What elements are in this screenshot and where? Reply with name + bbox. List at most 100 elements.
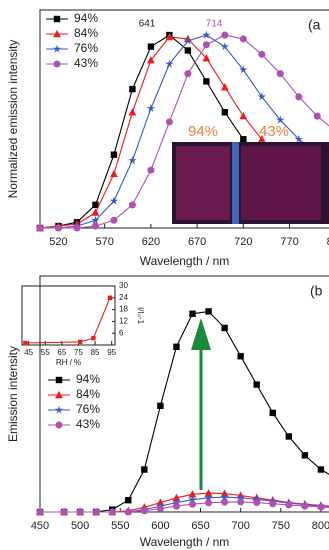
- marker: [236, 493, 245, 502]
- marker: [221, 83, 229, 91]
- x-axis-label: Wavelength / nm: [140, 535, 230, 549]
- marker: [188, 490, 197, 498]
- marker: [146, 103, 156, 112]
- marker: [173, 343, 180, 350]
- marker: [269, 500, 277, 508]
- marker: [239, 65, 248, 74]
- marker: [36, 224, 44, 232]
- marker: [55, 376, 63, 384]
- marker: [54, 405, 64, 414]
- marker: [301, 502, 309, 510]
- marker: [252, 494, 261, 503]
- marker: [165, 118, 173, 126]
- marker: [124, 508, 132, 516]
- y-axis-label: Normalized emission intensity: [6, 40, 20, 199]
- marker: [240, 136, 247, 143]
- marker: [140, 507, 148, 515]
- x-tick-label: 75: [74, 348, 83, 357]
- marker: [165, 59, 174, 68]
- x-tick-label: 520: [49, 236, 67, 248]
- marker: [128, 201, 136, 209]
- x-tick-label: 750: [272, 520, 290, 532]
- legend-label: 76%: [74, 41, 98, 55]
- x-tick-label: 45: [24, 348, 33, 357]
- x-axis-label: Wavelength / nm: [140, 254, 230, 268]
- x-tick-label: 600: [151, 520, 169, 532]
- panel-label: (a: [308, 17, 321, 33]
- marker: [220, 42, 230, 51]
- x-tick-label: 55: [41, 348, 50, 357]
- marker: [237, 353, 244, 360]
- marker: [147, 55, 155, 64]
- marker: [172, 502, 180, 510]
- marker: [184, 70, 192, 78]
- marker: [129, 85, 136, 93]
- marker: [204, 488, 213, 497]
- marker: [60, 508, 68, 516]
- series-line: [25, 297, 111, 344]
- marker: [285, 501, 293, 509]
- marker: [257, 135, 266, 143]
- photo-film: [241, 146, 321, 220]
- marker: [125, 497, 132, 504]
- y-tick-label: 12: [119, 317, 128, 326]
- marker: [52, 44, 62, 53]
- x-tick-label: 770: [280, 236, 298, 248]
- panel: 520 570 620 670 720 770 820 Wavelength / nm Norm…: [6, 9, 329, 268]
- marker: [110, 151, 118, 158]
- marker: [220, 492, 229, 501]
- marker: [188, 495, 197, 504]
- marker: [189, 310, 196, 317]
- marker: [205, 499, 213, 507]
- marker: [107, 295, 113, 300]
- photo-stripe: [232, 142, 239, 224]
- marker: [109, 196, 119, 205]
- marker: [202, 41, 210, 49]
- x-axis-label: RH / %: [56, 358, 81, 367]
- x-tick-label: 85: [91, 348, 100, 357]
- marker: [147, 166, 155, 174]
- marker: [221, 498, 229, 506]
- marker: [53, 60, 61, 68]
- marker: [54, 224, 63, 232]
- x-tick-label: 570: [96, 236, 114, 248]
- photo-label: 94%: [188, 123, 218, 140]
- marker: [276, 70, 284, 78]
- marker: [128, 156, 137, 165]
- marker: [108, 508, 116, 516]
- marker: [141, 466, 148, 473]
- photo-inset: 94% 43%: [172, 123, 329, 224]
- marker: [55, 390, 63, 399]
- marker: [202, 54, 211, 62]
- legend-label: 43%: [74, 56, 98, 70]
- marker: [110, 169, 118, 178]
- legend-label: 43%: [76, 417, 100, 431]
- marker: [128, 108, 137, 116]
- marker: [184, 47, 192, 54]
- marker: [294, 134, 303, 143]
- plot-frame: [39, 275, 329, 513]
- legend-label: 94%: [76, 372, 100, 386]
- marker: [91, 215, 100, 224]
- marker: [253, 381, 260, 388]
- marker: [295, 93, 303, 101]
- marker: [147, 43, 155, 50]
- marker: [55, 421, 63, 429]
- legend-label: 76%: [76, 402, 100, 416]
- arrow: [191, 318, 211, 490]
- marker: [269, 409, 276, 417]
- marker: [73, 224, 81, 232]
- marker: [317, 503, 325, 511]
- marker: [253, 499, 261, 507]
- marker: [313, 112, 321, 120]
- marker: [276, 115, 285, 124]
- y-tick-label: 18: [119, 305, 128, 314]
- x-tick-label: 720: [234, 236, 252, 248]
- marker: [317, 466, 325, 473]
- y-tick-label: 24: [119, 293, 128, 302]
- marker: [77, 339, 83, 345]
- marker: [257, 92, 267, 101]
- marker: [91, 222, 99, 230]
- marker: [92, 508, 100, 516]
- x-tick-label: 620: [142, 236, 160, 248]
